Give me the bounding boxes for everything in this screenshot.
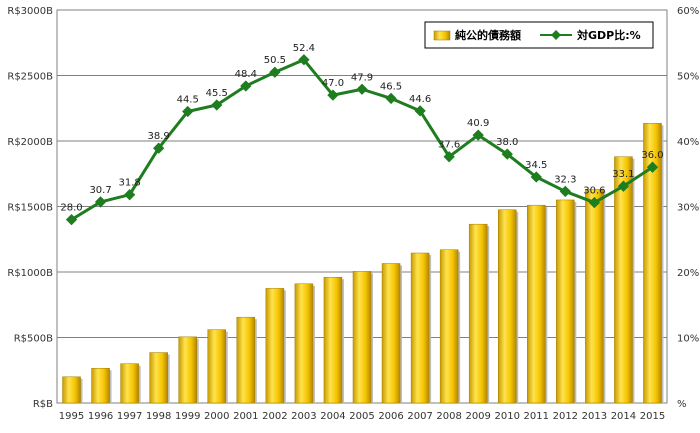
- line-point: [153, 142, 165, 154]
- data-label: 28.0: [60, 203, 82, 214]
- x-tick-label: 2010: [495, 411, 520, 422]
- bar: [352, 271, 372, 404]
- legend-line-marker: [551, 30, 561, 40]
- x-tick-label: 1998: [146, 411, 171, 422]
- data-label: 38.9: [148, 131, 170, 142]
- bar: [120, 363, 139, 404]
- x-tick-labels: 1995 1996 1997 1998 1999 2000 2001 2002 2003 2004…: [59, 411, 665, 422]
- y-right-tick-label: %: [677, 399, 687, 410]
- data-label: 34.5: [525, 160, 547, 171]
- x-tick-label: 2011: [524, 411, 549, 422]
- data-label: 44.5: [177, 95, 199, 106]
- data-label: 31.8: [118, 178, 140, 189]
- data-label: 36.0: [641, 150, 663, 161]
- data-label: 48.4: [235, 69, 257, 80]
- y-right-tick-label: 30%: [677, 203, 699, 214]
- bar: [497, 209, 517, 404]
- legend-box: [424, 21, 654, 49]
- x-tick-label: 2009: [465, 411, 490, 422]
- x-tick-label: 1996: [88, 411, 113, 422]
- data-label: 50.5: [264, 55, 286, 66]
- bar: [439, 249, 459, 404]
- line-point: [472, 129, 484, 141]
- legend-bar-swatch: [433, 30, 451, 41]
- bar: [236, 316, 256, 404]
- x-tick-label: 2015: [640, 411, 665, 422]
- x-tick-label: 1997: [117, 411, 142, 422]
- y-left-tick-label: R$1500B: [7, 203, 53, 214]
- y-left-tick-label: R$3000B: [7, 6, 53, 17]
- x-tick-label: 2006: [378, 411, 403, 422]
- bar: [381, 263, 401, 404]
- bar: [91, 368, 110, 404]
- line-point: [588, 196, 601, 209]
- bar: [178, 336, 197, 404]
- y-right-tick-label: 50%: [677, 72, 699, 83]
- y-left-tick-label: R$2500B: [7, 72, 53, 83]
- data-label: 30.6: [583, 186, 605, 197]
- bar: [556, 199, 575, 404]
- line-point: [298, 54, 310, 66]
- y-left-tick-label: R$500B: [14, 334, 53, 345]
- bar: [643, 123, 662, 404]
- x-tick-label: 1995: [59, 411, 84, 422]
- bar: [149, 352, 168, 404]
- line-point: [501, 148, 513, 160]
- bar: [294, 283, 314, 404]
- x-tick-label: 2005: [349, 411, 374, 422]
- y-right-tick-label: 60%: [677, 6, 699, 17]
- data-label: 37.6: [438, 140, 460, 151]
- y-right-tick-label: 10%: [677, 334, 699, 345]
- y-left-tick-label: R$1000B: [7, 268, 53, 279]
- data-label: 47.9: [351, 72, 373, 83]
- bar-series: [62, 123, 664, 404]
- x-tick-label: 2012: [553, 411, 578, 422]
- data-label: 32.3: [554, 174, 576, 185]
- y-right-tick-labels: % 10% 20% 30% 40% 50% 60%: [677, 6, 699, 410]
- y-right-tick-label: 40%: [677, 137, 699, 148]
- y-right-tick-label: 20%: [677, 268, 699, 279]
- bar: [62, 376, 81, 404]
- line-point: [559, 185, 571, 198]
- data-label: 47.0: [322, 78, 344, 89]
- data-label: 30.7: [89, 185, 111, 196]
- line-point: [617, 180, 630, 192]
- bar: [585, 189, 604, 404]
- bar: [614, 156, 633, 404]
- line-point: [646, 161, 659, 173]
- data-label: 33.1: [612, 169, 634, 180]
- y-left-tick-label: R$B: [33, 399, 53, 410]
- x-tick-label: 2007: [407, 411, 432, 422]
- x-tick-label: 1999: [175, 411, 200, 422]
- x-tick-label: 2001: [233, 411, 258, 422]
- legend-line-label: 対GDP比:%: [576, 28, 641, 42]
- x-tick-label: 2008: [436, 411, 461, 422]
- legend-bar-label: 純公的債務額: [455, 28, 521, 42]
- y-left-tick-label: R$2000B: [7, 137, 53, 148]
- x-tick-label: 2002: [262, 411, 287, 422]
- x-tick-label: 2014: [611, 411, 636, 422]
- x-tick-label: 2004: [320, 411, 345, 422]
- bar: [265, 288, 285, 404]
- data-label: 40.9: [467, 118, 489, 129]
- x-tick-label: 2013: [582, 411, 607, 422]
- bar: [207, 329, 227, 404]
- data-label: 46.5: [380, 81, 402, 92]
- x-tick-label: 2000: [204, 411, 229, 422]
- line-point: [443, 151, 455, 163]
- bar: [323, 276, 343, 404]
- data-label: 45.5: [206, 88, 228, 99]
- bar: [527, 204, 546, 404]
- legend: 純公的債務額 対GDP比:%: [424, 21, 654, 49]
- bar: [468, 223, 488, 404]
- bar: [410, 252, 430, 404]
- data-label: 44.6: [409, 94, 431, 105]
- data-label: 52.4: [293, 43, 315, 54]
- line-point: [530, 171, 542, 183]
- data-label: 38.0: [496, 137, 518, 148]
- x-tick-label: 2003: [291, 411, 316, 422]
- y-left-tick-labels: R$B R$500B R$1000B R$1500B R$2000B R$2500B R$3…: [7, 6, 53, 410]
